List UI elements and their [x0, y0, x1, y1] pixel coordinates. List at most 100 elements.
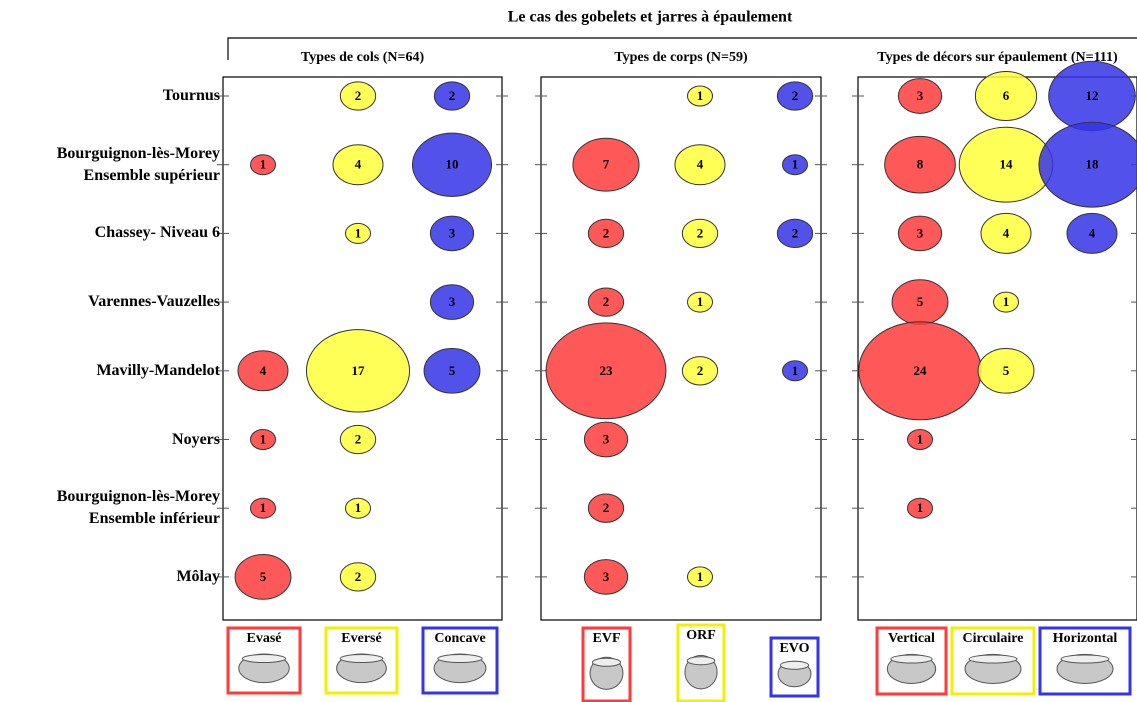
bubble — [433, 81, 471, 111]
bubble — [993, 291, 1019, 313]
legend-icon — [779, 660, 810, 670]
bubble-label: 1 — [697, 88, 704, 103]
bubble — [587, 493, 625, 523]
bubble-label: 3 — [917, 88, 924, 103]
bubble — [345, 222, 371, 244]
bubble-label: 5 — [260, 569, 267, 584]
panel-title: Types de corps (N=59) — [614, 50, 748, 65]
bubble — [776, 81, 814, 111]
bubble — [907, 497, 933, 519]
bubble — [250, 429, 276, 450]
bubble — [429, 284, 475, 320]
bubble-label: 18 — [1086, 157, 1100, 172]
bubble — [583, 421, 629, 458]
bubble — [884, 135, 956, 194]
bubble — [687, 566, 713, 588]
bubble — [977, 347, 1035, 394]
bubble — [339, 562, 377, 592]
bubble — [907, 429, 933, 450]
legend-icon — [591, 657, 622, 667]
legend-label: EVO — [779, 641, 809, 656]
bubble — [572, 137, 640, 192]
bubble-label: 4 — [1003, 225, 1010, 240]
row-label: Bourguignon-lès-Morey Ensemble supérieur — [56, 144, 220, 184]
row-label: Tournus — [162, 87, 220, 104]
bubble — [782, 360, 808, 382]
legend-label: Horizontal — [1053, 631, 1118, 646]
legend-label: EVF — [593, 631, 621, 646]
bubble-label: 5 — [449, 363, 456, 378]
bubble — [305, 329, 411, 413]
bubble-label: 7 — [603, 157, 610, 172]
legend-label: ORF — [686, 628, 716, 643]
bubble — [587, 218, 625, 249]
bubble — [776, 218, 814, 249]
bubble-label: 2 — [697, 225, 704, 240]
bubble-label: 23 — [600, 363, 614, 378]
bubble — [897, 78, 943, 114]
bubble-label: 1 — [260, 431, 267, 446]
bubble-label: 5 — [917, 294, 924, 309]
bubble-label: 4 — [260, 363, 267, 378]
bubble-label: 5 — [1003, 363, 1010, 378]
bubble — [674, 144, 726, 186]
bubble-label: 24 — [914, 363, 928, 378]
bubble-label: 1 — [260, 500, 267, 515]
bubble — [250, 154, 276, 176]
bubble — [687, 291, 713, 313]
bubble-label: 3 — [603, 431, 610, 446]
bubble — [411, 132, 493, 197]
bubble-label: 1 — [792, 363, 799, 378]
bubble-label: 2 — [355, 88, 362, 103]
bubble — [423, 347, 481, 394]
bubble-label: 2 — [603, 500, 610, 515]
bubble-label: 2 — [603, 294, 610, 309]
bubble-label: 3 — [449, 294, 456, 309]
bracket — [227, 37, 1137, 60]
bubble-label: 4 — [1089, 225, 1096, 240]
bubble-label: 1 — [792, 157, 799, 172]
row-label: Noyers — [172, 430, 220, 448]
panel-frame — [540, 76, 822, 621]
bubble-label: 1 — [1003, 294, 1010, 309]
bubble — [250, 497, 276, 519]
legend-label: Eversé — [341, 631, 381, 646]
legend-icon — [437, 654, 483, 664]
bubble — [237, 350, 289, 392]
panel-title: Types de décors sur épaulement (N=111) — [877, 50, 1118, 65]
row-label: Bourguignon-lès-Morey Ensemble inférieur — [56, 488, 220, 528]
bubble — [339, 424, 377, 455]
bubble-label: 2 — [792, 225, 799, 240]
bubble-label: 14 — [1000, 157, 1014, 172]
legend-icon — [686, 656, 716, 666]
bubble — [332, 144, 384, 186]
bubble-label: 1 — [697, 294, 704, 309]
bubble-label: 1 — [355, 500, 362, 515]
chart-title: Le cas des gobelets et jarres à épauleme… — [508, 9, 793, 26]
bubble — [583, 559, 629, 595]
legend-label: Evasé — [247, 631, 282, 646]
legend-icon — [241, 654, 287, 664]
bubble-label: 12 — [1086, 88, 1099, 103]
bubble-label: 6 — [1003, 88, 1010, 103]
bubble — [681, 356, 719, 386]
row-label: Chassey- Niveau 6 — [94, 224, 220, 242]
bubble — [980, 212, 1032, 254]
bubble — [429, 215, 475, 252]
bubble-label: 1 — [917, 500, 924, 515]
bubble-label: 2 — [355, 569, 362, 584]
bubble-label: 1 — [917, 431, 924, 446]
bubble-label: 17 — [352, 363, 366, 378]
bubble-label: 3 — [917, 225, 924, 240]
bubble-label: 2 — [792, 88, 799, 103]
bubble-label: 1 — [355, 225, 362, 240]
bubble-label: 1 — [260, 157, 267, 172]
legend-label: Vertical — [888, 631, 935, 646]
row-label: Varennes-Vauzelles — [88, 293, 220, 311]
bubble-label: 4 — [697, 157, 704, 172]
panel-frame — [222, 76, 503, 621]
bubble-label: 10 — [446, 157, 459, 172]
bubble — [587, 287, 625, 317]
